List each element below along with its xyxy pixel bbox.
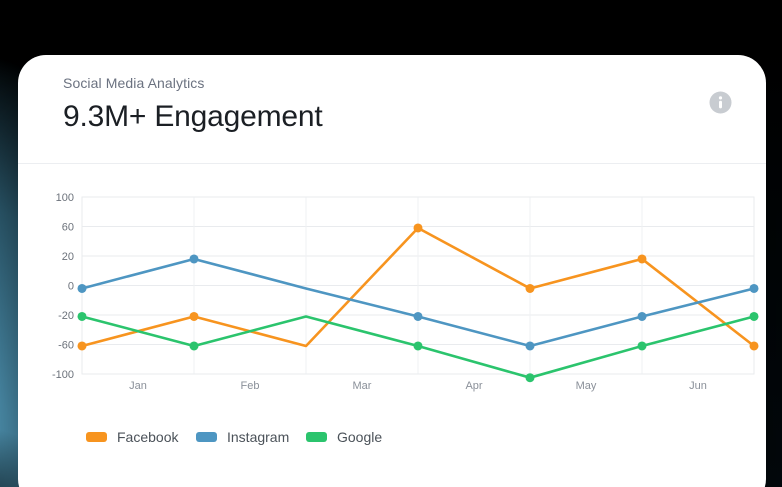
- legend-swatch-facebook: [86, 432, 107, 442]
- data-point-instagram: [749, 283, 759, 293]
- data-point-instagram: [413, 311, 423, 321]
- data-point-instagram: [637, 311, 647, 321]
- legend-item-facebook[interactable]: Facebook: [86, 427, 178, 447]
- x-axis-label: Apr: [465, 380, 482, 392]
- legend-label-instagram: Instagram: [227, 429, 290, 445]
- data-point-instagram: [525, 341, 535, 351]
- engagement-total: 9.3M+ Engagement: [63, 100, 323, 133]
- legend-swatch-instagram: [196, 432, 217, 442]
- y-axis-label: 100: [56, 192, 74, 204]
- card-subtitle: Social Media Analytics: [63, 75, 205, 91]
- data-point-google: [77, 311, 87, 321]
- header-divider: [18, 163, 766, 164]
- x-axis-label: Jun: [689, 380, 707, 392]
- y-axis-label: -20: [58, 310, 74, 322]
- data-point-instagram: [189, 254, 199, 264]
- legend-label-google: Google: [337, 429, 383, 445]
- data-point-facebook: [637, 254, 647, 264]
- engagement-line-chart: 100 60 20 0 -20 -60 -100 Jan Feb Mar Apr May Jun: [52, 192, 759, 392]
- y-axis-label: 20: [62, 251, 74, 263]
- legend-label-facebook: Facebook: [117, 429, 179, 445]
- y-axis-label: 0: [68, 281, 74, 293]
- data-point-google: [189, 341, 199, 351]
- data-point-google: [413, 341, 423, 351]
- x-axis-label: Jan: [129, 380, 147, 392]
- data-point-google: [637, 341, 647, 351]
- info-icon[interactable]: [709, 91, 732, 114]
- legend-swatch-google: [306, 432, 327, 442]
- data-point-facebook: [749, 341, 759, 351]
- data-point-google: [749, 311, 759, 321]
- data-point-facebook: [413, 223, 423, 233]
- x-axis-label: May: [576, 380, 597, 392]
- y-axis-label: 60: [62, 222, 74, 234]
- y-axis-label: -100: [52, 369, 74, 381]
- data-point-facebook: [189, 311, 199, 321]
- analytics-card: Social Media Analytics 9.3M+ Engagement …: [18, 55, 766, 487]
- legend-item-google[interactable]: Google: [306, 427, 382, 447]
- card-header: Social Media Analytics 9.3M+ Engagement: [63, 75, 736, 134]
- data-point-facebook: [77, 341, 87, 351]
- legend-item-instagram[interactable]: Instagram: [196, 427, 289, 447]
- y-axis-label: -60: [58, 340, 74, 352]
- data-point-google: [525, 373, 535, 383]
- data-point-instagram: [77, 283, 87, 293]
- info-icon-glyph: [709, 91, 732, 114]
- x-axis-label: Mar: [353, 380, 372, 392]
- x-axis-label: Feb: [241, 380, 260, 392]
- data-point-facebook: [525, 283, 535, 293]
